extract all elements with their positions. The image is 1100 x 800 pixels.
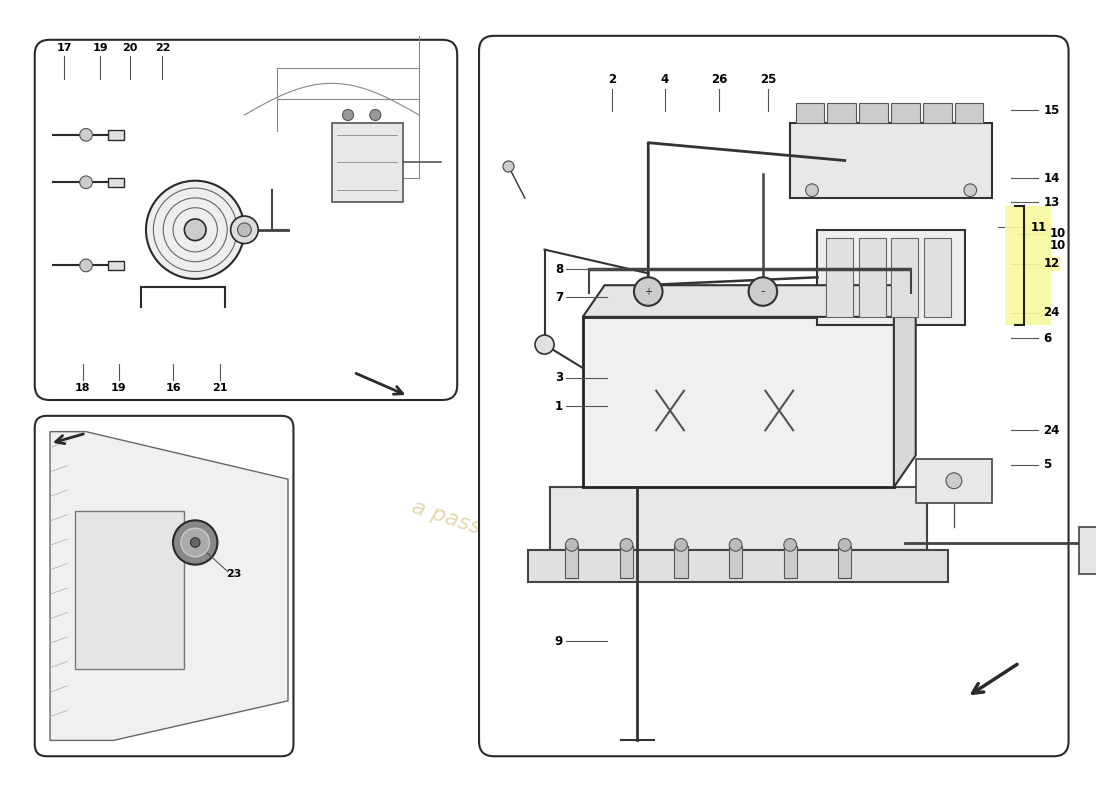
Bar bbox=[859, 103, 888, 123]
Text: 19: 19 bbox=[92, 42, 108, 53]
Bar bbox=[528, 550, 948, 582]
FancyBboxPatch shape bbox=[478, 36, 1068, 756]
Text: -: - bbox=[760, 285, 766, 298]
Polygon shape bbox=[1079, 526, 1100, 574]
Circle shape bbox=[190, 538, 200, 547]
Bar bbox=[827, 103, 856, 123]
Bar bbox=[1005, 206, 1052, 325]
Bar bbox=[108, 261, 124, 270]
Bar bbox=[838, 546, 851, 578]
Bar bbox=[729, 546, 743, 578]
Bar bbox=[915, 459, 992, 503]
Text: 3: 3 bbox=[556, 371, 563, 384]
Circle shape bbox=[838, 538, 851, 551]
Text: 19: 19 bbox=[111, 383, 126, 393]
Text: 5: 5 bbox=[1044, 458, 1052, 471]
Text: 13: 13 bbox=[1044, 195, 1059, 209]
Bar bbox=[859, 238, 886, 317]
Text: 24: 24 bbox=[1044, 423, 1059, 437]
Bar bbox=[674, 546, 688, 578]
Circle shape bbox=[503, 161, 514, 172]
Circle shape bbox=[620, 538, 632, 551]
Circle shape bbox=[238, 223, 251, 237]
Circle shape bbox=[231, 216, 258, 243]
Text: EPC: EPC bbox=[574, 296, 962, 472]
Text: 4: 4 bbox=[660, 73, 669, 86]
Text: 1: 1 bbox=[556, 400, 563, 413]
Bar bbox=[332, 123, 403, 202]
Text: 16: 16 bbox=[166, 383, 182, 393]
Circle shape bbox=[370, 110, 381, 121]
Bar bbox=[955, 103, 983, 123]
Text: 14: 14 bbox=[1044, 172, 1059, 185]
Polygon shape bbox=[583, 286, 915, 317]
Text: 17: 17 bbox=[56, 42, 72, 53]
Bar bbox=[583, 317, 894, 487]
Polygon shape bbox=[894, 286, 915, 487]
Bar bbox=[550, 487, 926, 550]
Circle shape bbox=[342, 110, 353, 121]
Text: 20: 20 bbox=[122, 42, 138, 53]
Text: 7: 7 bbox=[556, 290, 563, 303]
Bar bbox=[790, 123, 992, 198]
Text: +: + bbox=[645, 286, 652, 297]
Bar bbox=[826, 238, 854, 317]
Circle shape bbox=[535, 335, 554, 354]
Text: a passion for parts since 1999: a passion for parts since 1999 bbox=[409, 497, 735, 620]
Text: 26: 26 bbox=[711, 73, 727, 86]
Text: 6: 6 bbox=[1044, 332, 1052, 345]
Circle shape bbox=[784, 538, 796, 551]
Bar bbox=[783, 546, 796, 578]
Text: 25: 25 bbox=[760, 73, 777, 86]
Bar bbox=[891, 103, 920, 123]
Text: 11: 11 bbox=[1031, 221, 1046, 234]
Bar bbox=[108, 130, 124, 139]
Text: 18: 18 bbox=[75, 383, 90, 393]
Bar bbox=[108, 178, 124, 187]
Text: 10: 10 bbox=[1050, 227, 1066, 240]
Circle shape bbox=[729, 538, 741, 551]
Circle shape bbox=[805, 184, 818, 197]
Text: 15: 15 bbox=[1044, 104, 1059, 117]
Polygon shape bbox=[50, 432, 288, 741]
Circle shape bbox=[79, 259, 92, 272]
Bar bbox=[75, 511, 185, 669]
Bar bbox=[923, 103, 952, 123]
Bar bbox=[565, 546, 579, 578]
Circle shape bbox=[79, 129, 92, 141]
Text: 9: 9 bbox=[554, 635, 563, 648]
Text: 24: 24 bbox=[1044, 306, 1059, 319]
FancyBboxPatch shape bbox=[35, 40, 458, 400]
Text: 22: 22 bbox=[155, 42, 170, 53]
Text: 12: 12 bbox=[1044, 258, 1059, 270]
Circle shape bbox=[79, 176, 92, 189]
Circle shape bbox=[146, 181, 244, 279]
Circle shape bbox=[946, 473, 961, 489]
Bar bbox=[924, 238, 950, 317]
Text: 21: 21 bbox=[212, 383, 228, 393]
Text: 2: 2 bbox=[608, 73, 616, 86]
Circle shape bbox=[749, 278, 778, 306]
Bar bbox=[620, 546, 632, 578]
Circle shape bbox=[180, 528, 209, 557]
Text: 10: 10 bbox=[1050, 239, 1066, 252]
Text: 8: 8 bbox=[554, 263, 563, 276]
Bar bbox=[817, 230, 965, 325]
FancyBboxPatch shape bbox=[35, 416, 294, 756]
Circle shape bbox=[674, 538, 688, 551]
Circle shape bbox=[565, 538, 579, 551]
Bar bbox=[795, 103, 824, 123]
Text: 23: 23 bbox=[226, 569, 241, 579]
Circle shape bbox=[173, 520, 218, 565]
Circle shape bbox=[634, 278, 662, 306]
Circle shape bbox=[964, 184, 977, 197]
Text: a passion for parts since 1999: a passion for parts since 1999 bbox=[141, 242, 304, 304]
Bar bbox=[891, 238, 918, 317]
Circle shape bbox=[185, 219, 206, 241]
